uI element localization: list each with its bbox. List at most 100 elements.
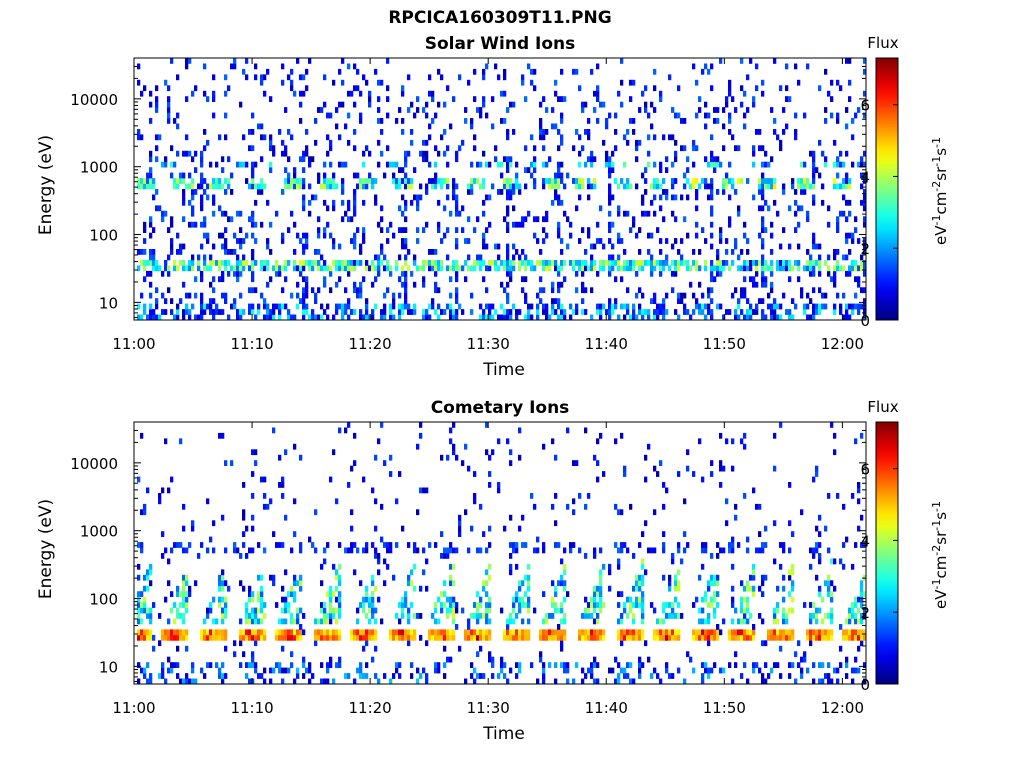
heatmap-cell [482, 629, 486, 636]
heatmap-cell [734, 634, 738, 641]
heatmap-cell [593, 602, 597, 608]
heatmap-cell [269, 574, 273, 581]
heatmap-cell [587, 232, 591, 239]
heatmap-cell [617, 205, 621, 212]
heatmap-cell [263, 667, 267, 674]
heatmap-cell [503, 68, 507, 75]
heatmap-cell [740, 634, 744, 641]
heatmap-cell [473, 134, 477, 141]
heatmap-cell [758, 547, 762, 554]
heatmap-cell [251, 260, 255, 266]
heatmap-cell [509, 514, 513, 521]
heatmap-cell [221, 569, 225, 576]
heatmap-cell [713, 596, 717, 603]
heatmap-cell [425, 189, 429, 195]
heatmap-cell [686, 651, 690, 658]
heatmap-cell [626, 287, 630, 294]
heatmap-cell [620, 509, 624, 516]
heatmap-cell [437, 629, 441, 636]
heatmap-cell [395, 542, 399, 548]
heatmap-cell [713, 574, 717, 581]
heatmap-cell [479, 260, 483, 266]
heatmap-cell [737, 629, 741, 636]
heatmap-cell [719, 547, 723, 554]
heatmap-cell [854, 618, 858, 625]
heatmap-cell [458, 525, 462, 532]
heatmap-cell [236, 260, 240, 266]
heatmap-cell [749, 613, 753, 619]
heatmap-cell [440, 265, 444, 272]
heatmap-cell [389, 309, 393, 315]
heatmap-cell [506, 309, 510, 315]
heatmap-cell [620, 79, 624, 86]
heatmap-cell [671, 194, 675, 201]
heatmap-cell [296, 673, 300, 679]
heatmap-cell [809, 270, 813, 277]
heatmap-cell [647, 547, 651, 554]
heatmap-cell [857, 525, 861, 532]
heatmap-cell [662, 547, 666, 554]
heatmap-cell [299, 101, 303, 108]
heatmap-cell [245, 662, 249, 668]
heatmap-cell [581, 107, 585, 113]
heatmap-cell [404, 161, 408, 168]
heatmap-cell [428, 134, 432, 141]
heatmap-cell [692, 602, 696, 608]
heatmap-cell [488, 602, 492, 608]
heatmap-cell [779, 422, 783, 428]
heatmap-cell [239, 553, 243, 559]
heatmap-cell [737, 314, 741, 321]
heatmap-cell [284, 618, 288, 625]
heatmap-cell [626, 596, 630, 603]
heatmap-cell [383, 254, 387, 261]
heatmap-cell [818, 558, 822, 565]
heatmap-cell [206, 265, 210, 272]
heatmap-cell [290, 634, 294, 641]
heatmap-cell [578, 134, 582, 141]
heatmap-cell [323, 618, 327, 625]
heatmap-cell [311, 314, 315, 321]
heatmap-cell [176, 183, 180, 190]
heatmap-cell [239, 270, 243, 277]
heatmap-cell [626, 662, 630, 668]
heatmap-cell [422, 227, 426, 233]
heatmap-cell [500, 607, 504, 614]
heatmap-cell [206, 194, 210, 201]
heatmap-cell [137, 618, 141, 625]
heatmap-cell [836, 79, 840, 86]
heatmap-cell [698, 574, 702, 581]
heatmap-cell [857, 596, 861, 603]
heatmap-cell [149, 150, 153, 157]
heatmap-cell [380, 260, 384, 266]
heatmap-cell [482, 183, 486, 190]
heatmap-cell [449, 596, 453, 603]
heatmap-cell [293, 574, 297, 581]
heatmap-cell [254, 449, 258, 456]
heatmap-cell [617, 210, 621, 217]
heatmap-cell [245, 74, 249, 81]
heatmap-cell [269, 167, 273, 173]
heatmap-cell [725, 183, 729, 190]
heatmap-cell [209, 536, 213, 543]
heatmap-cell [668, 613, 672, 619]
heatmap-cell [443, 645, 447, 652]
heatmap-cell [200, 276, 204, 283]
heatmap-cell [449, 303, 453, 310]
heatmap-cell [509, 613, 513, 619]
heatmap-cell [365, 183, 369, 190]
heatmap-cell [137, 678, 141, 685]
heatmap-cell [179, 602, 183, 608]
heatmap-cell [404, 178, 408, 184]
heatmap-cell [683, 292, 687, 299]
heatmap-cell [233, 63, 237, 70]
heatmap-cell [830, 678, 834, 685]
heatmap-cell [212, 298, 216, 304]
heatmap-cell [167, 634, 171, 641]
heatmap-cell [149, 613, 153, 619]
heatmap-cell [407, 613, 411, 619]
heatmap-cell [296, 618, 300, 625]
heatmap-cell [659, 460, 663, 466]
heatmap-cell [833, 270, 837, 277]
heatmap-cell [209, 634, 213, 641]
heatmap-cell [338, 303, 342, 310]
